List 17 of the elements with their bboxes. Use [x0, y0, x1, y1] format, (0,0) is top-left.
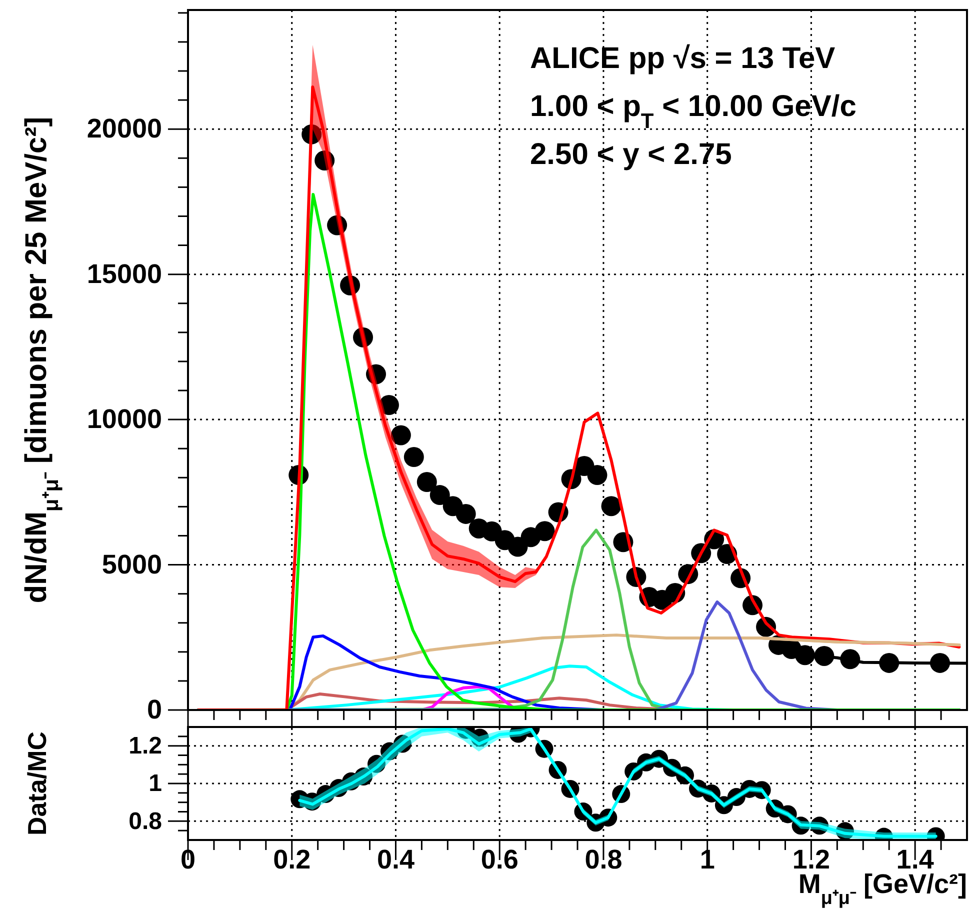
x-tick-label: 0: [180, 844, 196, 874]
annotation: ALICE pp √s = 13 TeV: [530, 42, 836, 75]
x-tick-label: 0.4: [376, 844, 415, 874]
annotation: 1.00 < p$_{T}$ < 10.00 GeV/c: [530, 90, 856, 132]
y-tick-label: 10000: [86, 404, 162, 434]
annotation: 2.50 < y < 2.75: [530, 138, 732, 171]
y-tick-label: 0: [146, 694, 162, 725]
x-tick-label: 0.2: [273, 844, 311, 874]
y-axis-title: Data/MC: [22, 731, 52, 836]
y-tick-label: 20000: [86, 114, 162, 144]
y-tick-label: 5000: [102, 549, 162, 580]
y-tick-label: 15000: [86, 258, 162, 289]
x-tick-label: 0.6: [480, 844, 518, 874]
y-tick-label: 1: [148, 770, 162, 798]
y-tick-label: 1.2: [128, 732, 162, 760]
x-tick-label: 0.8: [584, 844, 622, 874]
y-tick-label: 0.8: [128, 808, 162, 835]
